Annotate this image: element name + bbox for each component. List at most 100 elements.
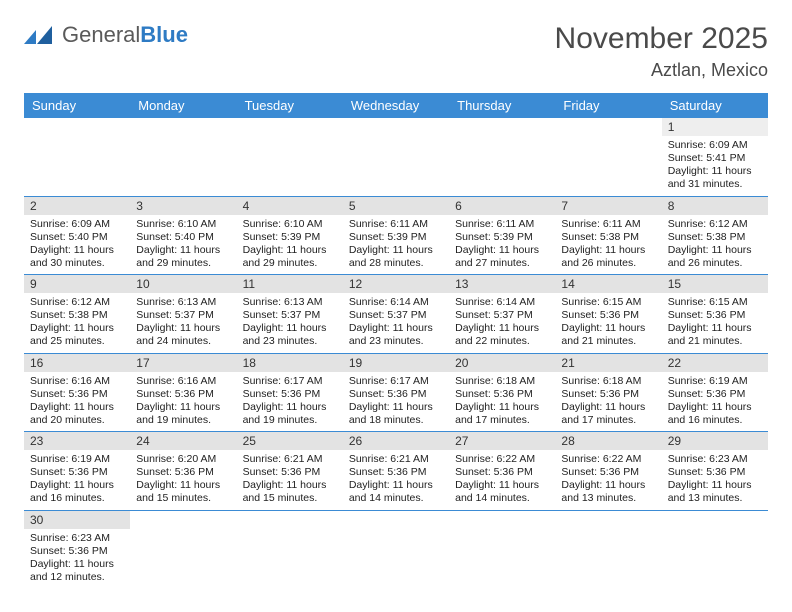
day-cell: 16Sunrise: 6:16 AMSunset: 5:36 PMDayligh…	[24, 353, 130, 432]
location: Aztlan, Mexico	[555, 60, 768, 81]
day-data: Sunrise: 6:14 AMSunset: 5:37 PMDaylight:…	[343, 293, 449, 353]
day-number: 20	[449, 354, 555, 372]
day-data: Sunrise: 6:13 AMSunset: 5:37 PMDaylight:…	[237, 293, 343, 353]
logo: GeneralBlue	[24, 22, 188, 48]
day-data: Sunrise: 6:10 AMSunset: 5:40 PMDaylight:…	[130, 215, 236, 275]
day-cell: 1Sunrise: 6:09 AMSunset: 5:41 PMDaylight…	[662, 118, 768, 196]
empty-cell	[237, 118, 343, 196]
day-data: Sunrise: 6:15 AMSunset: 5:36 PMDaylight:…	[555, 293, 661, 353]
day-data: Sunrise: 6:12 AMSunset: 5:38 PMDaylight:…	[24, 293, 130, 353]
day-data: Sunrise: 6:11 AMSunset: 5:38 PMDaylight:…	[555, 215, 661, 275]
day-data: Sunrise: 6:11 AMSunset: 5:39 PMDaylight:…	[449, 215, 555, 275]
day-number: 6	[449, 197, 555, 215]
empty-cell	[130, 510, 236, 588]
day-data: Sunrise: 6:17 AMSunset: 5:36 PMDaylight:…	[343, 372, 449, 432]
calendar-row: 1Sunrise: 6:09 AMSunset: 5:41 PMDaylight…	[24, 118, 768, 196]
day-data: Sunrise: 6:21 AMSunset: 5:36 PMDaylight:…	[343, 450, 449, 510]
day-cell: 7Sunrise: 6:11 AMSunset: 5:38 PMDaylight…	[555, 196, 661, 275]
day-cell: 28Sunrise: 6:22 AMSunset: 5:36 PMDayligh…	[555, 432, 661, 511]
day-number: 30	[24, 511, 130, 529]
day-data: Sunrise: 6:18 AMSunset: 5:36 PMDaylight:…	[555, 372, 661, 432]
day-cell: 22Sunrise: 6:19 AMSunset: 5:36 PMDayligh…	[662, 353, 768, 432]
day-data: Sunrise: 6:16 AMSunset: 5:36 PMDaylight:…	[24, 372, 130, 432]
day-number: 24	[130, 432, 236, 450]
day-cell: 17Sunrise: 6:16 AMSunset: 5:36 PMDayligh…	[130, 353, 236, 432]
day-number: 29	[662, 432, 768, 450]
day-number: 1	[662, 118, 768, 136]
day-number: 26	[343, 432, 449, 450]
day-data: Sunrise: 6:22 AMSunset: 5:36 PMDaylight:…	[449, 450, 555, 510]
day-number: 11	[237, 275, 343, 293]
day-cell: 25Sunrise: 6:21 AMSunset: 5:36 PMDayligh…	[237, 432, 343, 511]
day-data: Sunrise: 6:16 AMSunset: 5:36 PMDaylight:…	[130, 372, 236, 432]
day-header: Tuesday	[237, 93, 343, 118]
day-number: 10	[130, 275, 236, 293]
calendar-row: 30Sunrise: 6:23 AMSunset: 5:36 PMDayligh…	[24, 510, 768, 588]
day-cell: 14Sunrise: 6:15 AMSunset: 5:36 PMDayligh…	[555, 275, 661, 354]
day-number: 2	[24, 197, 130, 215]
day-cell: 10Sunrise: 6:13 AMSunset: 5:37 PMDayligh…	[130, 275, 236, 354]
day-cell: 29Sunrise: 6:23 AMSunset: 5:36 PMDayligh…	[662, 432, 768, 511]
day-number: 5	[343, 197, 449, 215]
day-header: Monday	[130, 93, 236, 118]
day-cell: 21Sunrise: 6:18 AMSunset: 5:36 PMDayligh…	[555, 353, 661, 432]
logo-text: GeneralBlue	[62, 22, 188, 48]
day-cell: 5Sunrise: 6:11 AMSunset: 5:39 PMDaylight…	[343, 196, 449, 275]
day-cell: 8Sunrise: 6:12 AMSunset: 5:38 PMDaylight…	[662, 196, 768, 275]
day-data: Sunrise: 6:22 AMSunset: 5:36 PMDaylight:…	[555, 450, 661, 510]
day-data: Sunrise: 6:20 AMSunset: 5:36 PMDaylight:…	[130, 450, 236, 510]
day-cell: 9Sunrise: 6:12 AMSunset: 5:38 PMDaylight…	[24, 275, 130, 354]
day-header: Wednesday	[343, 93, 449, 118]
day-cell: 15Sunrise: 6:15 AMSunset: 5:36 PMDayligh…	[662, 275, 768, 354]
day-data: Sunrise: 6:13 AMSunset: 5:37 PMDaylight:…	[130, 293, 236, 353]
day-data: Sunrise: 6:18 AMSunset: 5:36 PMDaylight:…	[449, 372, 555, 432]
day-number: 9	[24, 275, 130, 293]
day-cell: 4Sunrise: 6:10 AMSunset: 5:39 PMDaylight…	[237, 196, 343, 275]
day-cell: 2Sunrise: 6:09 AMSunset: 5:40 PMDaylight…	[24, 196, 130, 275]
header: GeneralBlue November 2025 Aztlan, Mexico	[24, 22, 768, 81]
day-number: 18	[237, 354, 343, 372]
day-header: Sunday	[24, 93, 130, 118]
day-number: 3	[130, 197, 236, 215]
calendar-row: 9Sunrise: 6:12 AMSunset: 5:38 PMDaylight…	[24, 275, 768, 354]
day-cell: 30Sunrise: 6:23 AMSunset: 5:36 PMDayligh…	[24, 510, 130, 588]
empty-cell	[343, 118, 449, 196]
empty-cell	[449, 118, 555, 196]
logo-text-1: General	[62, 22, 140, 47]
day-data: Sunrise: 6:11 AMSunset: 5:39 PMDaylight:…	[343, 215, 449, 275]
day-number: 7	[555, 197, 661, 215]
page-title: November 2025	[555, 22, 768, 56]
day-cell: 20Sunrise: 6:18 AMSunset: 5:36 PMDayligh…	[449, 353, 555, 432]
day-number: 23	[24, 432, 130, 450]
calendar-row: 2Sunrise: 6:09 AMSunset: 5:40 PMDaylight…	[24, 196, 768, 275]
day-data: Sunrise: 6:21 AMSunset: 5:36 PMDaylight:…	[237, 450, 343, 510]
calendar-row: 16Sunrise: 6:16 AMSunset: 5:36 PMDayligh…	[24, 353, 768, 432]
day-number: 13	[449, 275, 555, 293]
empty-cell	[24, 118, 130, 196]
day-data: Sunrise: 6:12 AMSunset: 5:38 PMDaylight:…	[662, 215, 768, 275]
day-number: 14	[555, 275, 661, 293]
day-header-row: SundayMondayTuesdayWednesdayThursdayFrid…	[24, 93, 768, 118]
day-data: Sunrise: 6:15 AMSunset: 5:36 PMDaylight:…	[662, 293, 768, 353]
day-data: Sunrise: 6:09 AMSunset: 5:40 PMDaylight:…	[24, 215, 130, 275]
day-number: 17	[130, 354, 236, 372]
empty-cell	[555, 510, 661, 588]
title-block: November 2025 Aztlan, Mexico	[555, 22, 768, 81]
calendar-row: 23Sunrise: 6:19 AMSunset: 5:36 PMDayligh…	[24, 432, 768, 511]
day-data: Sunrise: 6:23 AMSunset: 5:36 PMDaylight:…	[24, 529, 130, 589]
day-cell: 24Sunrise: 6:20 AMSunset: 5:36 PMDayligh…	[130, 432, 236, 511]
day-cell: 12Sunrise: 6:14 AMSunset: 5:37 PMDayligh…	[343, 275, 449, 354]
day-number: 21	[555, 354, 661, 372]
day-cell: 18Sunrise: 6:17 AMSunset: 5:36 PMDayligh…	[237, 353, 343, 432]
day-header: Friday	[555, 93, 661, 118]
calendar-table: SundayMondayTuesdayWednesdayThursdayFrid…	[24, 93, 768, 588]
day-header: Saturday	[662, 93, 768, 118]
calendar-body: 1Sunrise: 6:09 AMSunset: 5:41 PMDaylight…	[24, 118, 768, 588]
empty-cell	[343, 510, 449, 588]
empty-cell	[237, 510, 343, 588]
day-cell: 6Sunrise: 6:11 AMSunset: 5:39 PMDaylight…	[449, 196, 555, 275]
day-number: 27	[449, 432, 555, 450]
day-number: 19	[343, 354, 449, 372]
day-number: 4	[237, 197, 343, 215]
empty-cell	[449, 510, 555, 588]
